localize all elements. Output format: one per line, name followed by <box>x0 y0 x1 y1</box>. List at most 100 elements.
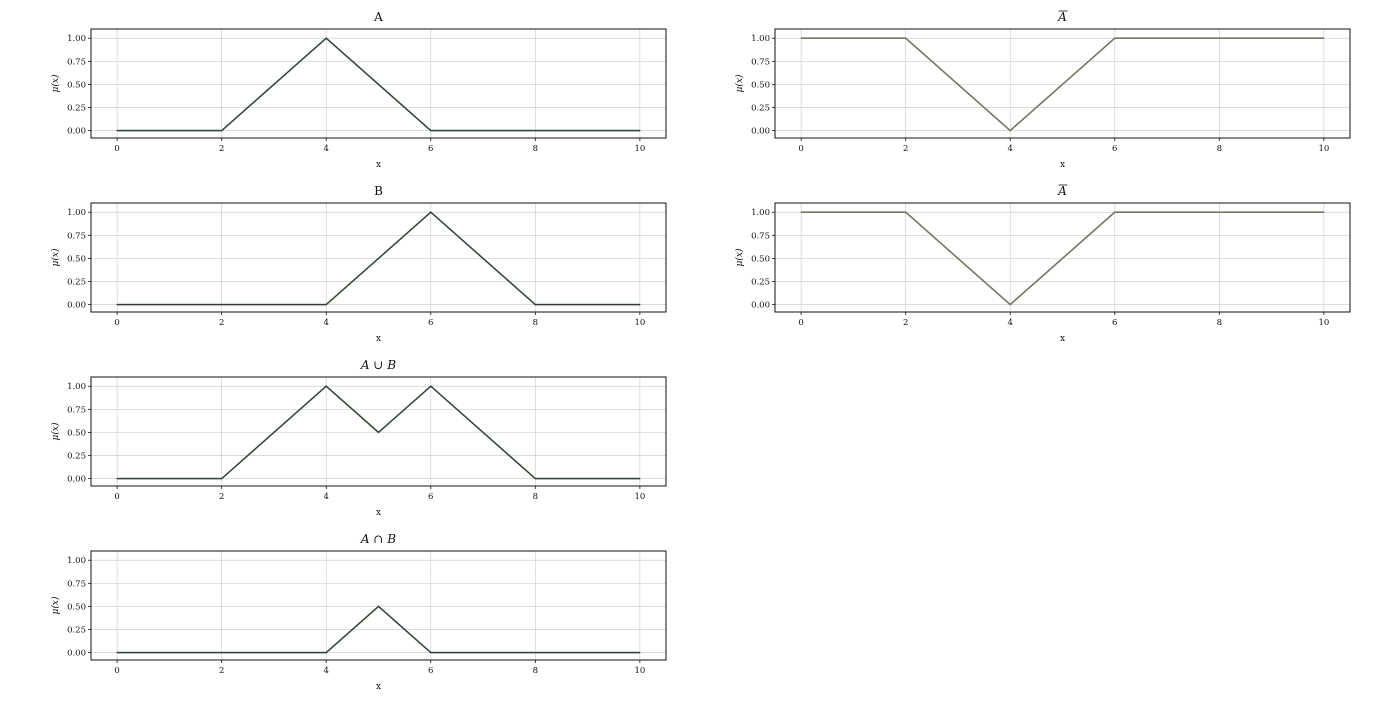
data-point <box>1323 37 1325 39</box>
data-point <box>800 37 802 39</box>
x-tick-label: 2 <box>219 318 224 328</box>
data-point <box>800 211 802 213</box>
y-tick-label: 0.25 <box>67 626 86 636</box>
y-tick-label: 0.25 <box>67 104 86 114</box>
data-point <box>905 37 907 39</box>
y-tick-label: 0.75 <box>751 231 770 241</box>
y-tick-label: 0.50 <box>751 80 770 90</box>
x-axis-label: x <box>376 160 381 170</box>
y-tick-label: 0.00 <box>67 475 86 485</box>
data-point <box>377 605 380 608</box>
data-point <box>325 304 327 306</box>
y-axis-label: μ(x) <box>50 74 61 92</box>
subplot-2: 0 2 4 6 8 10 0.00 0.25 0.50 0.75 1.00 Bx μ(x) <box>50 184 667 344</box>
x-axis-label: x <box>376 508 381 518</box>
x-tick-label: 2 <box>903 318 908 328</box>
x-tick-label: 6 <box>1112 318 1117 328</box>
data-point <box>1114 211 1116 213</box>
data-point <box>430 385 432 387</box>
data-point <box>116 652 118 654</box>
x-tick-label: 10 <box>634 666 645 676</box>
x-tick-label: 2 <box>903 144 908 154</box>
plot-frame <box>90 550 667 661</box>
data-point <box>639 478 641 480</box>
x-tick-label: 8 <box>533 318 538 328</box>
data-point <box>639 130 641 132</box>
data-point <box>1323 211 1325 213</box>
data-point <box>534 304 536 306</box>
x-axis-label: x <box>376 682 381 692</box>
data-point <box>377 431 380 434</box>
x-tick-label: 10 <box>634 492 645 502</box>
chart-title: B <box>374 184 383 198</box>
y-tick-label: 0.50 <box>67 254 86 264</box>
y-tick-label: 0.00 <box>751 301 770 311</box>
subplot-5: 0 2 4 6 8 10 0.00 0.25 0.50 0.75 1.00 Ax μ(x) <box>734 10 1351 170</box>
data-point <box>430 211 432 213</box>
x-tick-label: 6 <box>428 318 433 328</box>
chart-title: A <box>1057 10 1067 24</box>
y-tick-label: 0.25 <box>751 278 770 288</box>
subplot-1: 0 2 4 6 8 10 0.00 0.25 0.50 0.75 1.00 Ax μ(x) <box>50 10 667 170</box>
y-tick-label: 0.75 <box>751 57 770 67</box>
data-point <box>430 652 432 654</box>
x-axis-label: x <box>376 334 381 344</box>
x-tick-label: 6 <box>428 666 433 676</box>
data-point <box>639 304 641 306</box>
data-point <box>430 130 432 132</box>
data-point <box>221 130 223 132</box>
y-tick-label: 0.50 <box>751 254 770 264</box>
y-tick-label: 0.00 <box>67 301 86 311</box>
y-tick-label: 0.50 <box>67 80 86 90</box>
x-tick-label: 0 <box>798 144 803 154</box>
data-point <box>116 304 118 306</box>
y-tick-label: 1.00 <box>751 208 770 218</box>
plot-frame <box>90 376 667 487</box>
y-axis-label: μ(x) <box>50 248 61 266</box>
x-tick-label: 0 <box>798 318 803 328</box>
x-tick-label: 10 <box>1318 318 1329 328</box>
data-point <box>639 652 641 654</box>
data-point <box>325 385 327 387</box>
y-tick-label: 1.00 <box>751 34 770 44</box>
x-tick-label: 6 <box>1112 144 1117 154</box>
x-axis-label: x <box>1060 160 1065 170</box>
x-tick-label: 10 <box>1318 144 1329 154</box>
y-axis-label: μ(x) <box>50 422 61 440</box>
plot-frame <box>90 28 667 139</box>
data-point <box>325 37 327 39</box>
y-tick-label: 0.75 <box>67 57 86 67</box>
x-tick-label: 8 <box>1217 144 1222 154</box>
data-point <box>221 478 223 480</box>
data-point <box>116 478 118 480</box>
x-tick-label: 10 <box>634 318 645 328</box>
y-tick-label: 0.25 <box>67 278 86 288</box>
x-tick-label: 8 <box>533 492 538 502</box>
x-tick-label: 0 <box>114 318 119 328</box>
data-point <box>325 652 327 654</box>
y-tick-label: 0.00 <box>751 127 770 137</box>
y-tick-label: 0.75 <box>67 231 86 241</box>
chart-title: A <box>373 10 383 24</box>
y-tick-label: 0.50 <box>67 428 86 438</box>
y-tick-label: 1.00 <box>67 208 86 218</box>
y-axis-label: μ(x) <box>734 74 745 92</box>
x-tick-label: 2 <box>219 144 224 154</box>
x-tick-label: 0 <box>114 492 119 502</box>
data-point <box>534 478 536 480</box>
y-tick-label: 1.00 <box>67 34 86 44</box>
x-tick-label: 2 <box>219 666 224 676</box>
y-tick-label: 1.00 <box>67 382 86 392</box>
x-tick-label: 2 <box>219 492 224 502</box>
x-tick-label: 4 <box>1008 144 1013 154</box>
data-point <box>116 130 118 132</box>
y-tick-label: 0.00 <box>67 649 86 659</box>
plot-frame <box>90 202 667 313</box>
x-tick-label: 4 <box>324 492 329 502</box>
y-tick-label: 0.00 <box>67 127 86 137</box>
subplot-3: 0 2 4 6 8 10 0.00 0.25 0.50 0.75 1.00 A ∪ B x μ(x) <box>50 358 667 518</box>
data-point <box>1114 37 1116 39</box>
x-tick-label: 8 <box>533 144 538 154</box>
data-point <box>905 211 907 213</box>
y-tick-label: 0.75 <box>67 579 86 589</box>
